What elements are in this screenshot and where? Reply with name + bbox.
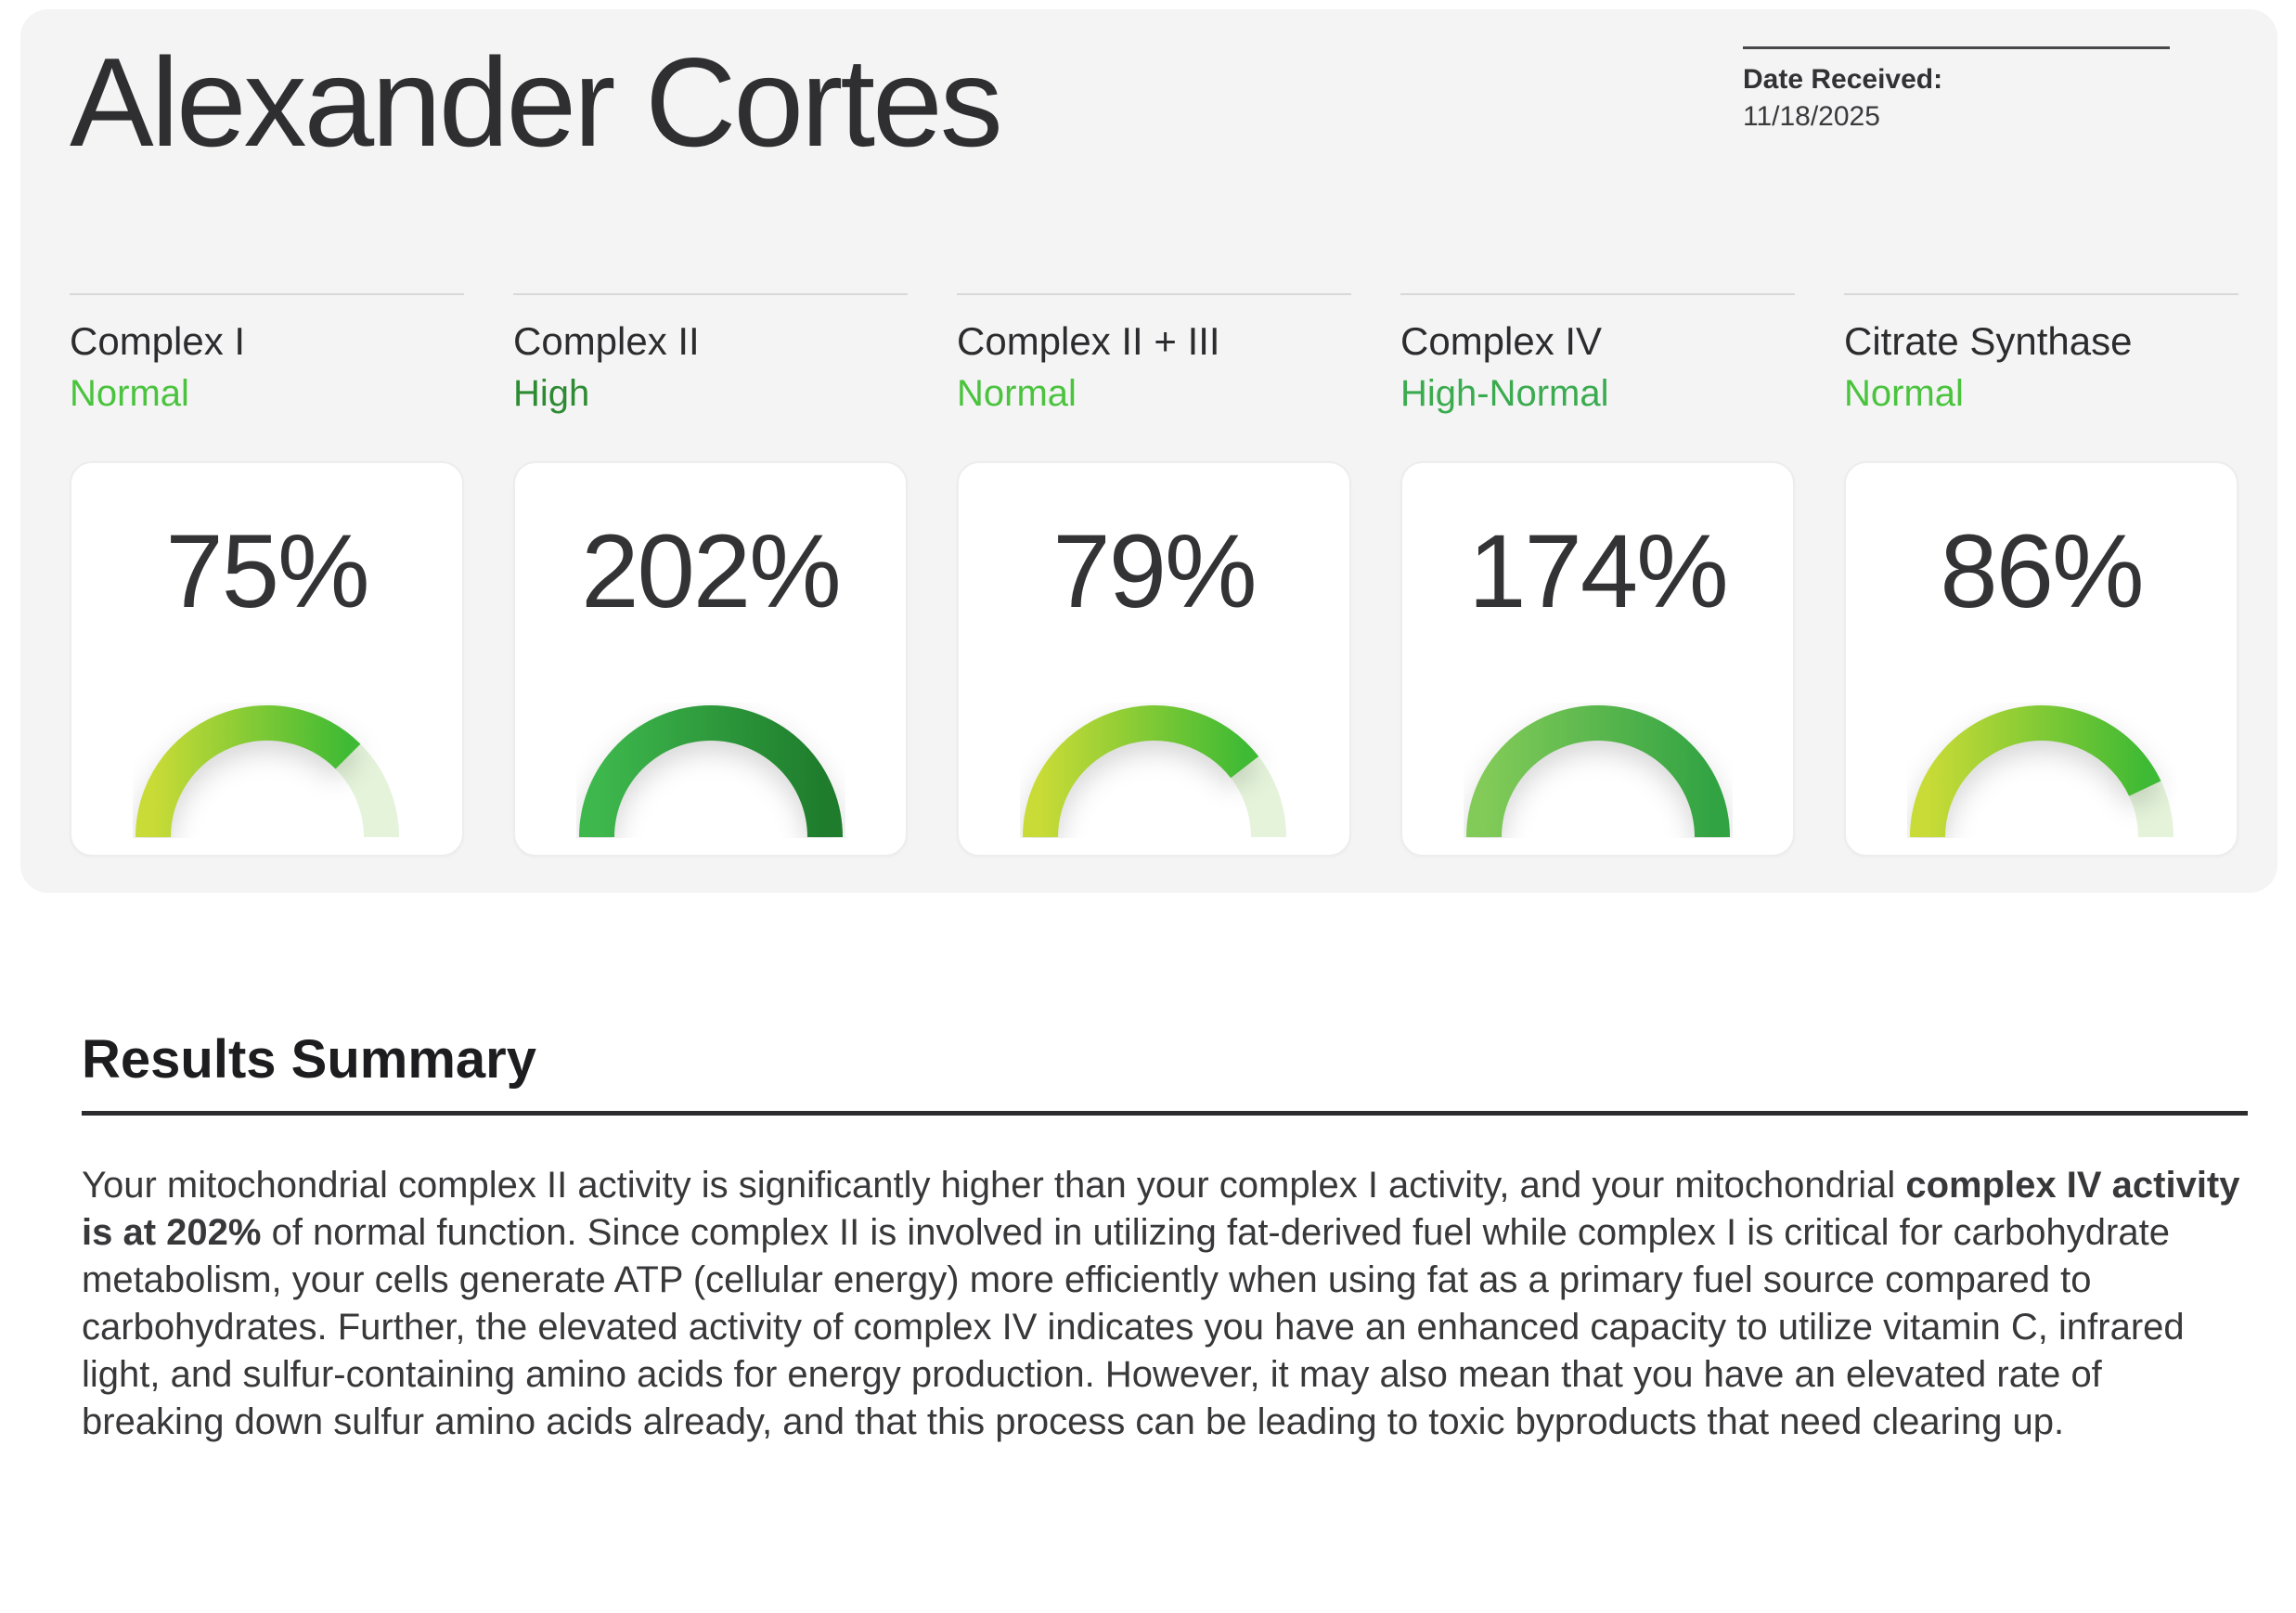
- divider: [1844, 293, 2238, 295]
- metric-value: 86%: [1940, 513, 2144, 629]
- results-summary-heading: Results Summary: [82, 1029, 536, 1090]
- metric-value: 75%: [165, 513, 369, 629]
- metric-citrate-synthase: Citrate Synthase Normal 86%: [1844, 293, 2238, 857]
- divider: [513, 293, 908, 295]
- metric-card: 75%: [70, 461, 464, 857]
- status-badge: Normal: [1844, 373, 1964, 414]
- status-badge: High: [513, 373, 590, 414]
- metric-label: Citrate Synthase: [1844, 319, 2133, 363]
- patient-name: Alexander Cortes: [70, 32, 1003, 173]
- metric-value: 174%: [1468, 513, 1728, 629]
- metric-label: Complex II + III: [957, 319, 1220, 363]
- gauge-chart: [578, 705, 843, 838]
- metric-card: 86%: [1844, 461, 2238, 857]
- metric-card: 202%: [513, 461, 908, 857]
- date-received-value: 11/18/2025: [1743, 101, 1880, 132]
- header-card: Alexander Cortes Date Received: 11/18/20…: [20, 9, 2277, 893]
- summary-text-bold: complex IV activity is at 202%: [82, 1165, 2240, 1253]
- metric-complex-4: Complex IV High-Normal 174%: [1400, 293, 1795, 857]
- results-summary-section: Results Summary Your mitochondrial compl…: [82, 1028, 2248, 1446]
- metric-value: 79%: [1052, 513, 1257, 629]
- metric-value: 202%: [581, 513, 841, 629]
- divider: [957, 293, 1351, 295]
- status-badge: Normal: [70, 373, 189, 414]
- metrics-row: Complex I Normal 75% Complex II High 202…: [70, 293, 2238, 857]
- metric-card: 174%: [1400, 461, 1795, 857]
- metric-label: Complex II: [513, 319, 700, 363]
- summary-text-part: of normal function. Since complex II is …: [82, 1212, 2185, 1442]
- metric-complex-1: Complex I Normal 75%: [70, 293, 464, 857]
- status-badge: High-Normal: [1400, 373, 1609, 414]
- metric-complex-2-3: Complex II + III Normal 79%: [957, 293, 1351, 857]
- divider: [1400, 293, 1795, 295]
- date-received-label: Date Received:: [1743, 64, 1943, 95]
- gauge-chart: [1465, 705, 1730, 838]
- summary-text-part: Your mitochondrial complex II activity i…: [82, 1165, 1906, 1206]
- status-badge: Normal: [957, 373, 1077, 414]
- gauge-chart: [135, 705, 399, 838]
- divider: [70, 293, 464, 295]
- metric-card: 79%: [957, 461, 1351, 857]
- metric-label: Complex IV: [1400, 319, 1603, 363]
- gauge-chart: [1909, 705, 2173, 838]
- gauge-chart: [1022, 705, 1286, 838]
- date-received-block: Date Received: 11/18/2025: [1743, 46, 2170, 133]
- metric-complex-2: Complex II High 202%: [513, 293, 908, 857]
- heading-rule: [82, 1111, 2248, 1116]
- metric-label: Complex I: [70, 319, 246, 363]
- results-summary-text: Your mitochondrial complex II activity i…: [82, 1162, 2248, 1446]
